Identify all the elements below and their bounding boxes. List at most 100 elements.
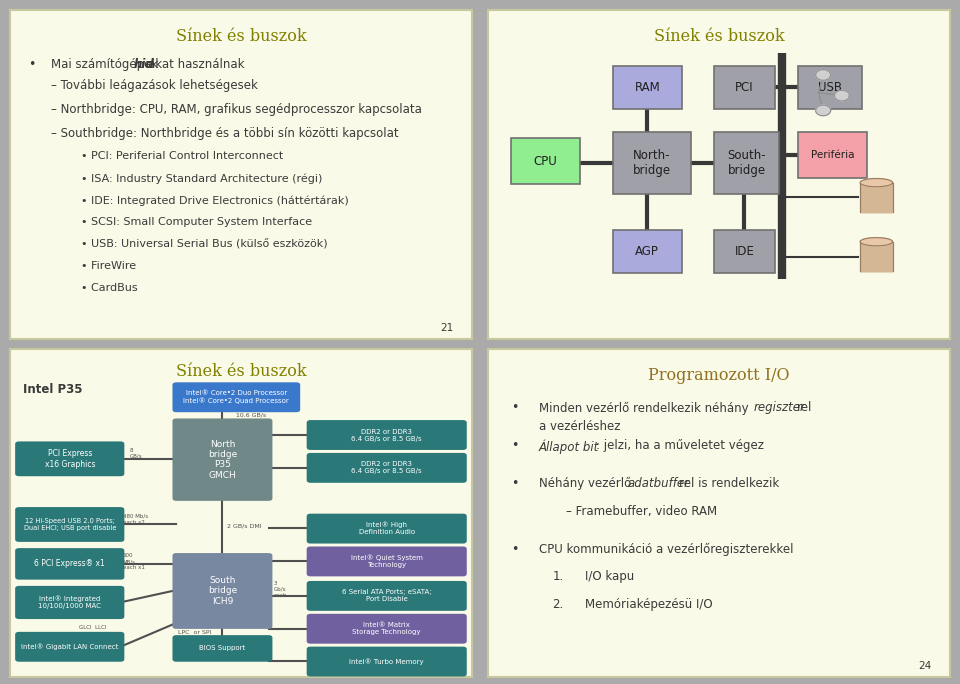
- FancyBboxPatch shape: [860, 183, 893, 212]
- FancyBboxPatch shape: [798, 66, 862, 109]
- FancyBboxPatch shape: [306, 646, 467, 676]
- FancyBboxPatch shape: [306, 614, 467, 644]
- Text: Intel® Gigabit LAN Connect: Intel® Gigabit LAN Connect: [21, 644, 118, 650]
- Text: PCI: PCI: [735, 81, 754, 94]
- Text: •: •: [28, 58, 36, 71]
- Text: •: •: [511, 477, 518, 490]
- Text: PCI Express
x16 Graphics: PCI Express x16 Graphics: [44, 449, 95, 469]
- Polygon shape: [816, 70, 830, 80]
- Text: I/O kapu: I/O kapu: [585, 570, 635, 583]
- FancyBboxPatch shape: [173, 553, 273, 629]
- FancyBboxPatch shape: [714, 66, 775, 109]
- Text: Perifériа: Perifériа: [810, 150, 854, 160]
- Text: • CardBus: • CardBus: [82, 283, 138, 293]
- FancyBboxPatch shape: [15, 507, 125, 542]
- FancyBboxPatch shape: [173, 419, 273, 501]
- Text: Intel® Turbo Memory: Intel® Turbo Memory: [349, 658, 424, 665]
- Text: North
bridge
P35
GMCH: North bridge P35 GMCH: [207, 440, 237, 479]
- FancyBboxPatch shape: [15, 548, 125, 579]
- Text: – Framebuffer, video RAM: – Framebuffer, video RAM: [566, 505, 717, 518]
- FancyBboxPatch shape: [306, 547, 467, 577]
- Text: rel is rendelkezik: rel is rendelkezik: [680, 477, 780, 490]
- FancyBboxPatch shape: [860, 241, 893, 272]
- Text: LPC  or SPI: LPC or SPI: [179, 631, 212, 635]
- FancyBboxPatch shape: [306, 581, 467, 611]
- FancyBboxPatch shape: [173, 635, 273, 661]
- FancyBboxPatch shape: [714, 231, 775, 273]
- Text: : jelzi, ha a műveletet végez: : jelzi, ha a műveletet végez: [596, 439, 764, 452]
- FancyBboxPatch shape: [612, 231, 682, 273]
- FancyBboxPatch shape: [15, 441, 125, 476]
- Text: Néhány vezérlő: Néhány vezérlő: [539, 477, 635, 490]
- Text: 6 PCI Express® x1: 6 PCI Express® x1: [35, 560, 106, 568]
- Text: Intel® Quiet System
Technology: Intel® Quiet System Technology: [350, 555, 422, 568]
- Text: Intel P35: Intel P35: [23, 383, 83, 396]
- FancyBboxPatch shape: [306, 420, 467, 450]
- Text: 24: 24: [919, 661, 932, 671]
- Text: CPU: CPU: [534, 155, 558, 168]
- Polygon shape: [860, 179, 893, 187]
- FancyBboxPatch shape: [798, 132, 867, 178]
- FancyBboxPatch shape: [15, 632, 125, 661]
- Polygon shape: [834, 90, 850, 101]
- Text: 10.6 GB/s: 10.6 GB/s: [236, 412, 267, 417]
- Text: Memóriaképezésü I/O: Memóriaképezésü I/O: [585, 598, 712, 611]
- FancyBboxPatch shape: [612, 66, 682, 109]
- FancyBboxPatch shape: [612, 132, 691, 194]
- Text: – Southbridge: Northbridge és a többi sín közötti kapcsolat: – Southbridge: Northbridge és a többi sí…: [51, 127, 398, 140]
- Text: 8
GB/s: 8 GB/s: [130, 448, 142, 459]
- FancyBboxPatch shape: [173, 382, 300, 412]
- Text: Intel® Matrix
Storage Technology: Intel® Matrix Storage Technology: [352, 622, 421, 635]
- Text: Intel® High
Definition Audio: Intel® High Definition Audio: [359, 522, 415, 536]
- Text: •: •: [511, 542, 518, 555]
- Text: Sínek és buszok: Sínek és buszok: [176, 363, 306, 380]
- Text: •: •: [511, 402, 518, 415]
- Text: 500
MB/s
each x1: 500 MB/s each x1: [123, 553, 145, 570]
- Text: DDR2 or DDR3
6.4 GB/s or 8.5 GB/s: DDR2 or DDR3 6.4 GB/s or 8.5 GB/s: [351, 461, 422, 475]
- Text: • FireWire: • FireWire: [82, 261, 136, 271]
- Text: Állapot bit: Állapot bit: [539, 439, 599, 453]
- Text: BIOS Support: BIOS Support: [200, 646, 246, 651]
- FancyBboxPatch shape: [306, 514, 467, 544]
- Text: IDE: IDE: [734, 245, 755, 258]
- Text: USB: USB: [818, 81, 842, 94]
- Text: •: •: [511, 439, 518, 452]
- Text: rel: rel: [797, 402, 812, 415]
- Text: 480 Mb/s
each x2: 480 Mb/s each x2: [123, 514, 148, 525]
- Polygon shape: [816, 105, 830, 116]
- Text: – Northbridge: CPU, RAM, grafikus segédprocesszor kapcsolata: – Northbridge: CPU, RAM, grafikus segédp…: [51, 103, 422, 116]
- Text: – További leágazások lehetségesek: – További leágazások lehetségesek: [51, 79, 258, 92]
- Text: Programozott I/O: Programozott I/O: [648, 367, 790, 384]
- Text: AGP: AGP: [636, 245, 660, 258]
- Text: North-
bridge: North- bridge: [633, 149, 671, 177]
- Text: 1.: 1.: [552, 570, 564, 583]
- Text: 21: 21: [441, 323, 454, 332]
- Text: South-
bridge: South- bridge: [728, 149, 766, 177]
- Text: regiszter: regiszter: [754, 402, 805, 415]
- Text: 2.: 2.: [552, 598, 564, 611]
- Text: • PCI: Periferial Control Interconnect: • PCI: Periferial Control Interconnect: [82, 151, 283, 161]
- Text: • ISA: Industry Standard Architecture (régi): • ISA: Industry Standard Architecture (r…: [82, 173, 323, 183]
- Text: 6 Serial ATA Ports; eSATA;
Port Disable: 6 Serial ATA Ports; eSATA; Port Disable: [342, 590, 432, 603]
- Text: 2 GB/s DMI: 2 GB/s DMI: [228, 524, 262, 529]
- Text: • IDE: Integrated Drive Electronics (háttértárak): • IDE: Integrated Drive Electronics (hát…: [82, 195, 349, 206]
- Text: RAM: RAM: [635, 81, 660, 94]
- Text: GLCI  LLCI: GLCI LLCI: [79, 624, 107, 629]
- Text: Sínek és buszok: Sínek és buszok: [654, 28, 784, 45]
- Text: Sínek és buszok: Sínek és buszok: [176, 28, 306, 45]
- Text: Intel® Integrated
10/100/1000 MAC: Intel® Integrated 10/100/1000 MAC: [38, 596, 101, 609]
- Text: DDR2 or DDR3
6.4 GB/s or 8.5 GB/s: DDR2 or DDR3 6.4 GB/s or 8.5 GB/s: [351, 428, 422, 442]
- Text: 12 Hi-Speed USB 2.0 Ports;
Dual EHCI; USB port disable: 12 Hi-Speed USB 2.0 Ports; Dual EHCI; US…: [23, 518, 116, 531]
- Text: • SCSI: Small Computer System Interface: • SCSI: Small Computer System Interface: [82, 217, 312, 227]
- Text: Minden vezérlő rendelkezik néhány: Minden vezérlő rendelkezik néhány: [539, 402, 752, 415]
- Text: akat használnak: akat használnak: [148, 58, 245, 71]
- FancyBboxPatch shape: [511, 138, 580, 184]
- Text: CPU kommunikáció a vezérlőregiszterekkel: CPU kommunikáció a vezérlőregiszterekkel: [539, 542, 793, 555]
- FancyBboxPatch shape: [306, 453, 467, 483]
- Text: South
bridge
ICH9: South bridge ICH9: [207, 576, 237, 606]
- Text: • USB: Universal Serial Bus (külső eszközök): • USB: Universal Serial Bus (külső eszkö…: [82, 239, 328, 250]
- Text: a vezérléshez: a vezérléshez: [539, 421, 620, 434]
- FancyBboxPatch shape: [714, 132, 780, 194]
- Text: adatbuffer: adatbuffer: [628, 477, 689, 490]
- Polygon shape: [860, 237, 893, 246]
